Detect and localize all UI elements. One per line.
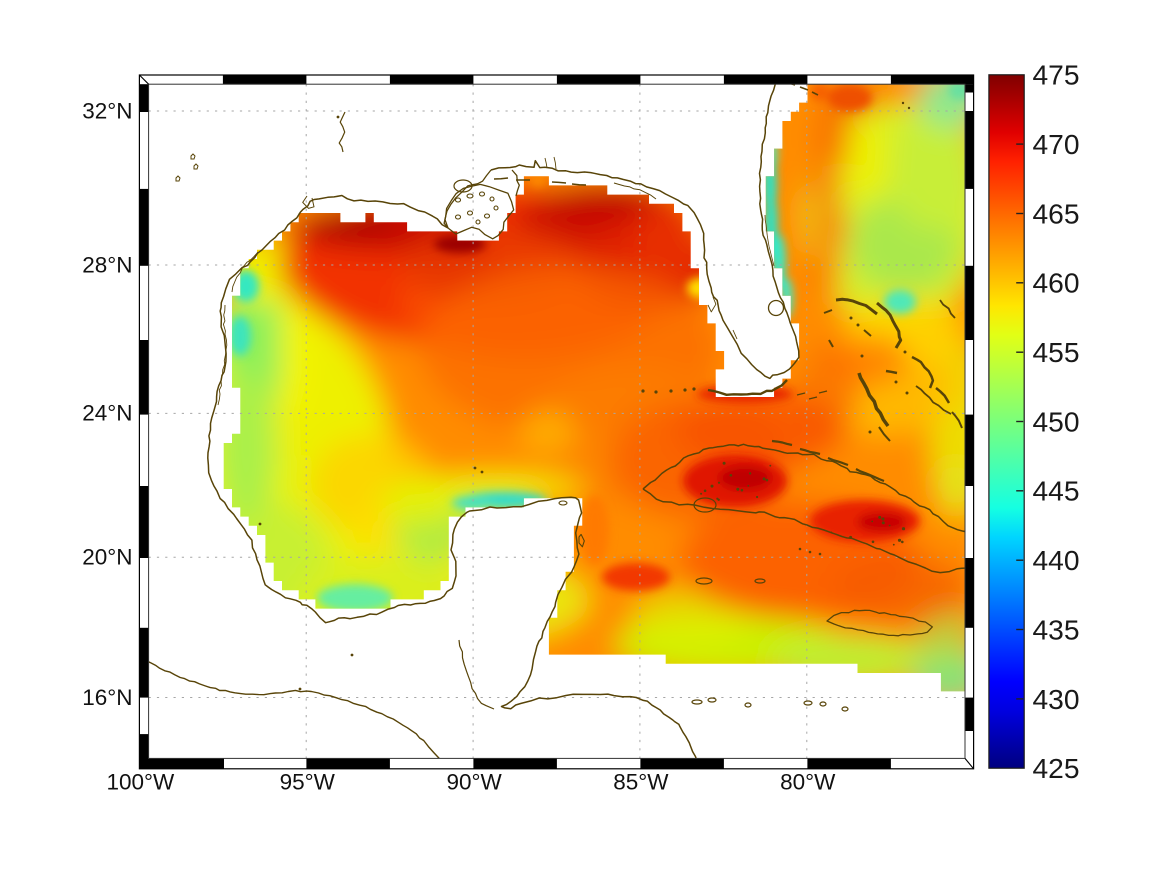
- svg-text:450: 450: [1033, 405, 1080, 437]
- svg-text:435: 435: [1033, 613, 1080, 645]
- svg-text:85°W: 85°W: [613, 770, 669, 795]
- svg-text:80°W: 80°W: [780, 770, 836, 795]
- svg-text:20°N: 20°N: [82, 545, 132, 570]
- svg-text:28°N: 28°N: [82, 252, 132, 277]
- svg-text:90°W: 90°W: [446, 770, 502, 795]
- svg-text:440: 440: [1033, 544, 1080, 576]
- svg-text:16°N: 16°N: [82, 685, 132, 710]
- svg-text:460: 460: [1033, 267, 1080, 299]
- svg-text:470: 470: [1033, 128, 1080, 160]
- svg-text:430: 430: [1033, 683, 1080, 715]
- svg-text:465: 465: [1033, 197, 1080, 229]
- svg-text:100°W: 100°W: [107, 770, 176, 795]
- svg-text:95°W: 95°W: [280, 770, 336, 795]
- svg-text:425: 425: [1033, 752, 1080, 784]
- svg-text:32°N: 32°N: [82, 98, 132, 123]
- svg-text:455: 455: [1033, 336, 1080, 368]
- svg-text:475: 475: [1033, 59, 1080, 91]
- svg-text:24°N: 24°N: [82, 401, 132, 426]
- svg-text:445: 445: [1033, 475, 1080, 507]
